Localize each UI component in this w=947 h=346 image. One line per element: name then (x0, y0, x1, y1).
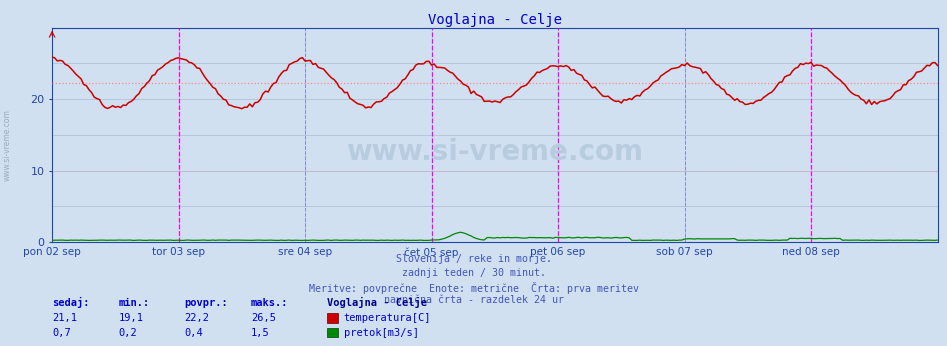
Text: Meritve: povprečne  Enote: metrične  Črta: prva meritev: Meritve: povprečne Enote: metrične Črta:… (309, 282, 638, 294)
Text: 19,1: 19,1 (118, 313, 143, 323)
Text: pretok[m3/s]: pretok[m3/s] (344, 328, 419, 338)
Text: www.si-vreme.com: www.si-vreme.com (347, 138, 643, 166)
Text: zadnji teden / 30 minut.: zadnji teden / 30 minut. (402, 268, 545, 278)
Text: povpr.:: povpr.: (185, 298, 228, 308)
Text: temperatura[C]: temperatura[C] (344, 313, 431, 323)
Text: maks.:: maks.: (251, 298, 289, 308)
Text: 26,5: 26,5 (251, 313, 276, 323)
Text: 0,2: 0,2 (118, 328, 137, 338)
Text: min.:: min.: (118, 298, 150, 308)
Text: sedaj:: sedaj: (52, 297, 90, 308)
Title: Voglajna - Celje: Voglajna - Celje (428, 12, 562, 27)
Text: Voglajna - Celje: Voglajna - Celje (327, 297, 427, 308)
Text: navpična črta - razdelek 24 ur: navpična črta - razdelek 24 ur (384, 294, 563, 304)
Text: 1,5: 1,5 (251, 328, 270, 338)
Text: 0,7: 0,7 (52, 328, 71, 338)
Text: Slovenija / reke in morje.: Slovenija / reke in morje. (396, 254, 551, 264)
Text: 0,4: 0,4 (185, 328, 204, 338)
Text: www.si-vreme.com: www.si-vreme.com (3, 109, 12, 181)
Text: 22,2: 22,2 (185, 313, 209, 323)
Text: 21,1: 21,1 (52, 313, 77, 323)
